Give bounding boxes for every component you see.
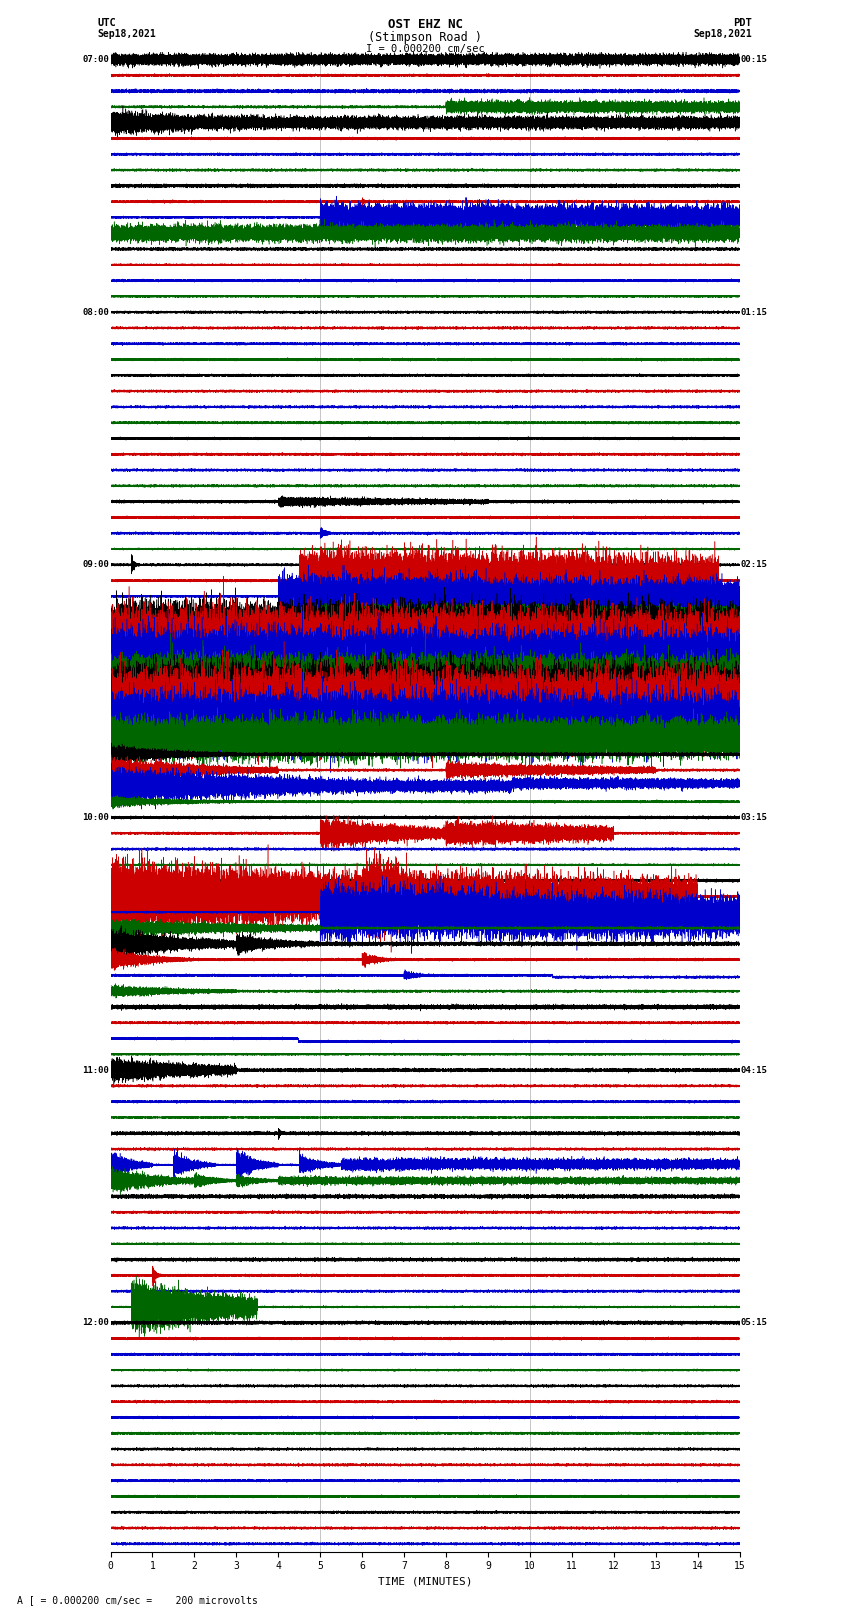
Text: A [ = 0.000200 cm/sec =    200 microvolts: A [ = 0.000200 cm/sec = 200 microvolts: [17, 1595, 258, 1605]
Text: OST EHZ NC: OST EHZ NC: [388, 18, 462, 31]
Text: UTC: UTC: [98, 18, 116, 27]
Text: Sep18,2021: Sep18,2021: [98, 29, 156, 39]
Text: 00:15: 00:15: [740, 55, 768, 65]
X-axis label: TIME (MINUTES): TIME (MINUTES): [377, 1578, 473, 1587]
Text: 01:15: 01:15: [740, 308, 768, 316]
Text: PDT: PDT: [734, 18, 752, 27]
Text: 02:15: 02:15: [740, 560, 768, 569]
Text: 03:15: 03:15: [740, 813, 768, 823]
Text: 07:00: 07:00: [82, 55, 110, 65]
Text: 12:00: 12:00: [82, 1318, 110, 1327]
Text: 10:00: 10:00: [82, 813, 110, 823]
Text: Sep18,2021: Sep18,2021: [694, 29, 752, 39]
Text: I = 0.000200 cm/sec: I = 0.000200 cm/sec: [366, 44, 484, 53]
Text: 04:15: 04:15: [740, 1066, 768, 1074]
Text: 05:15: 05:15: [740, 1318, 768, 1327]
Text: (Stimpson Road ): (Stimpson Road ): [368, 31, 482, 44]
Text: 11:00: 11:00: [82, 1066, 110, 1074]
Text: 09:00: 09:00: [82, 560, 110, 569]
Text: 08:00: 08:00: [82, 308, 110, 316]
